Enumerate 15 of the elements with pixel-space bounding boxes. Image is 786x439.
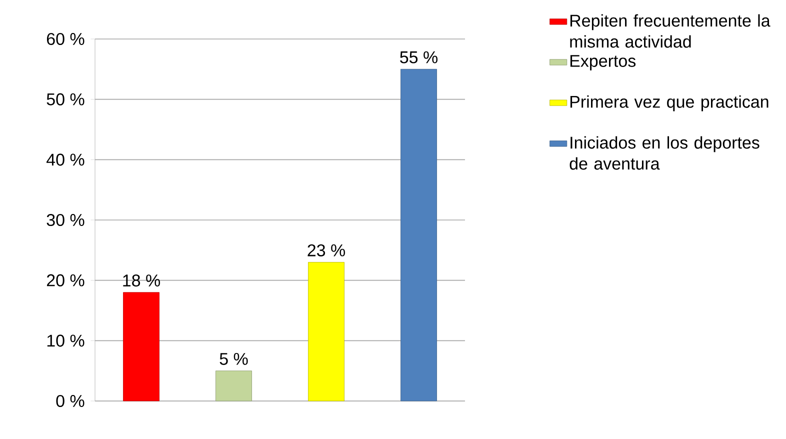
legend-label: Iniciados en los deportes de aventura — [570, 136, 760, 170]
data-label: 5 % — [220, 353, 248, 365]
y-tick-label: 50 % — [46, 93, 84, 106]
y-tick-label: 20 % — [46, 274, 84, 286]
legend-label: Repiten frecuentemente la misma actividad — [570, 14, 770, 48]
data-label: 18 % — [123, 274, 160, 287]
data-label: 23 % — [308, 244, 345, 256]
data-label: 55 % — [400, 51, 438, 64]
legend-label: Primera vez que practican — [570, 95, 768, 112]
y-tick-label: 40 % — [46, 154, 84, 166]
legend-label: Expertos — [570, 55, 636, 70]
y-tick-label: 60 % — [46, 32, 84, 46]
y-tick-label: 0 % — [56, 394, 84, 408]
y-tick-label: 10 % — [47, 334, 84, 347]
y-tick-label: 30 % — [46, 214, 84, 226]
